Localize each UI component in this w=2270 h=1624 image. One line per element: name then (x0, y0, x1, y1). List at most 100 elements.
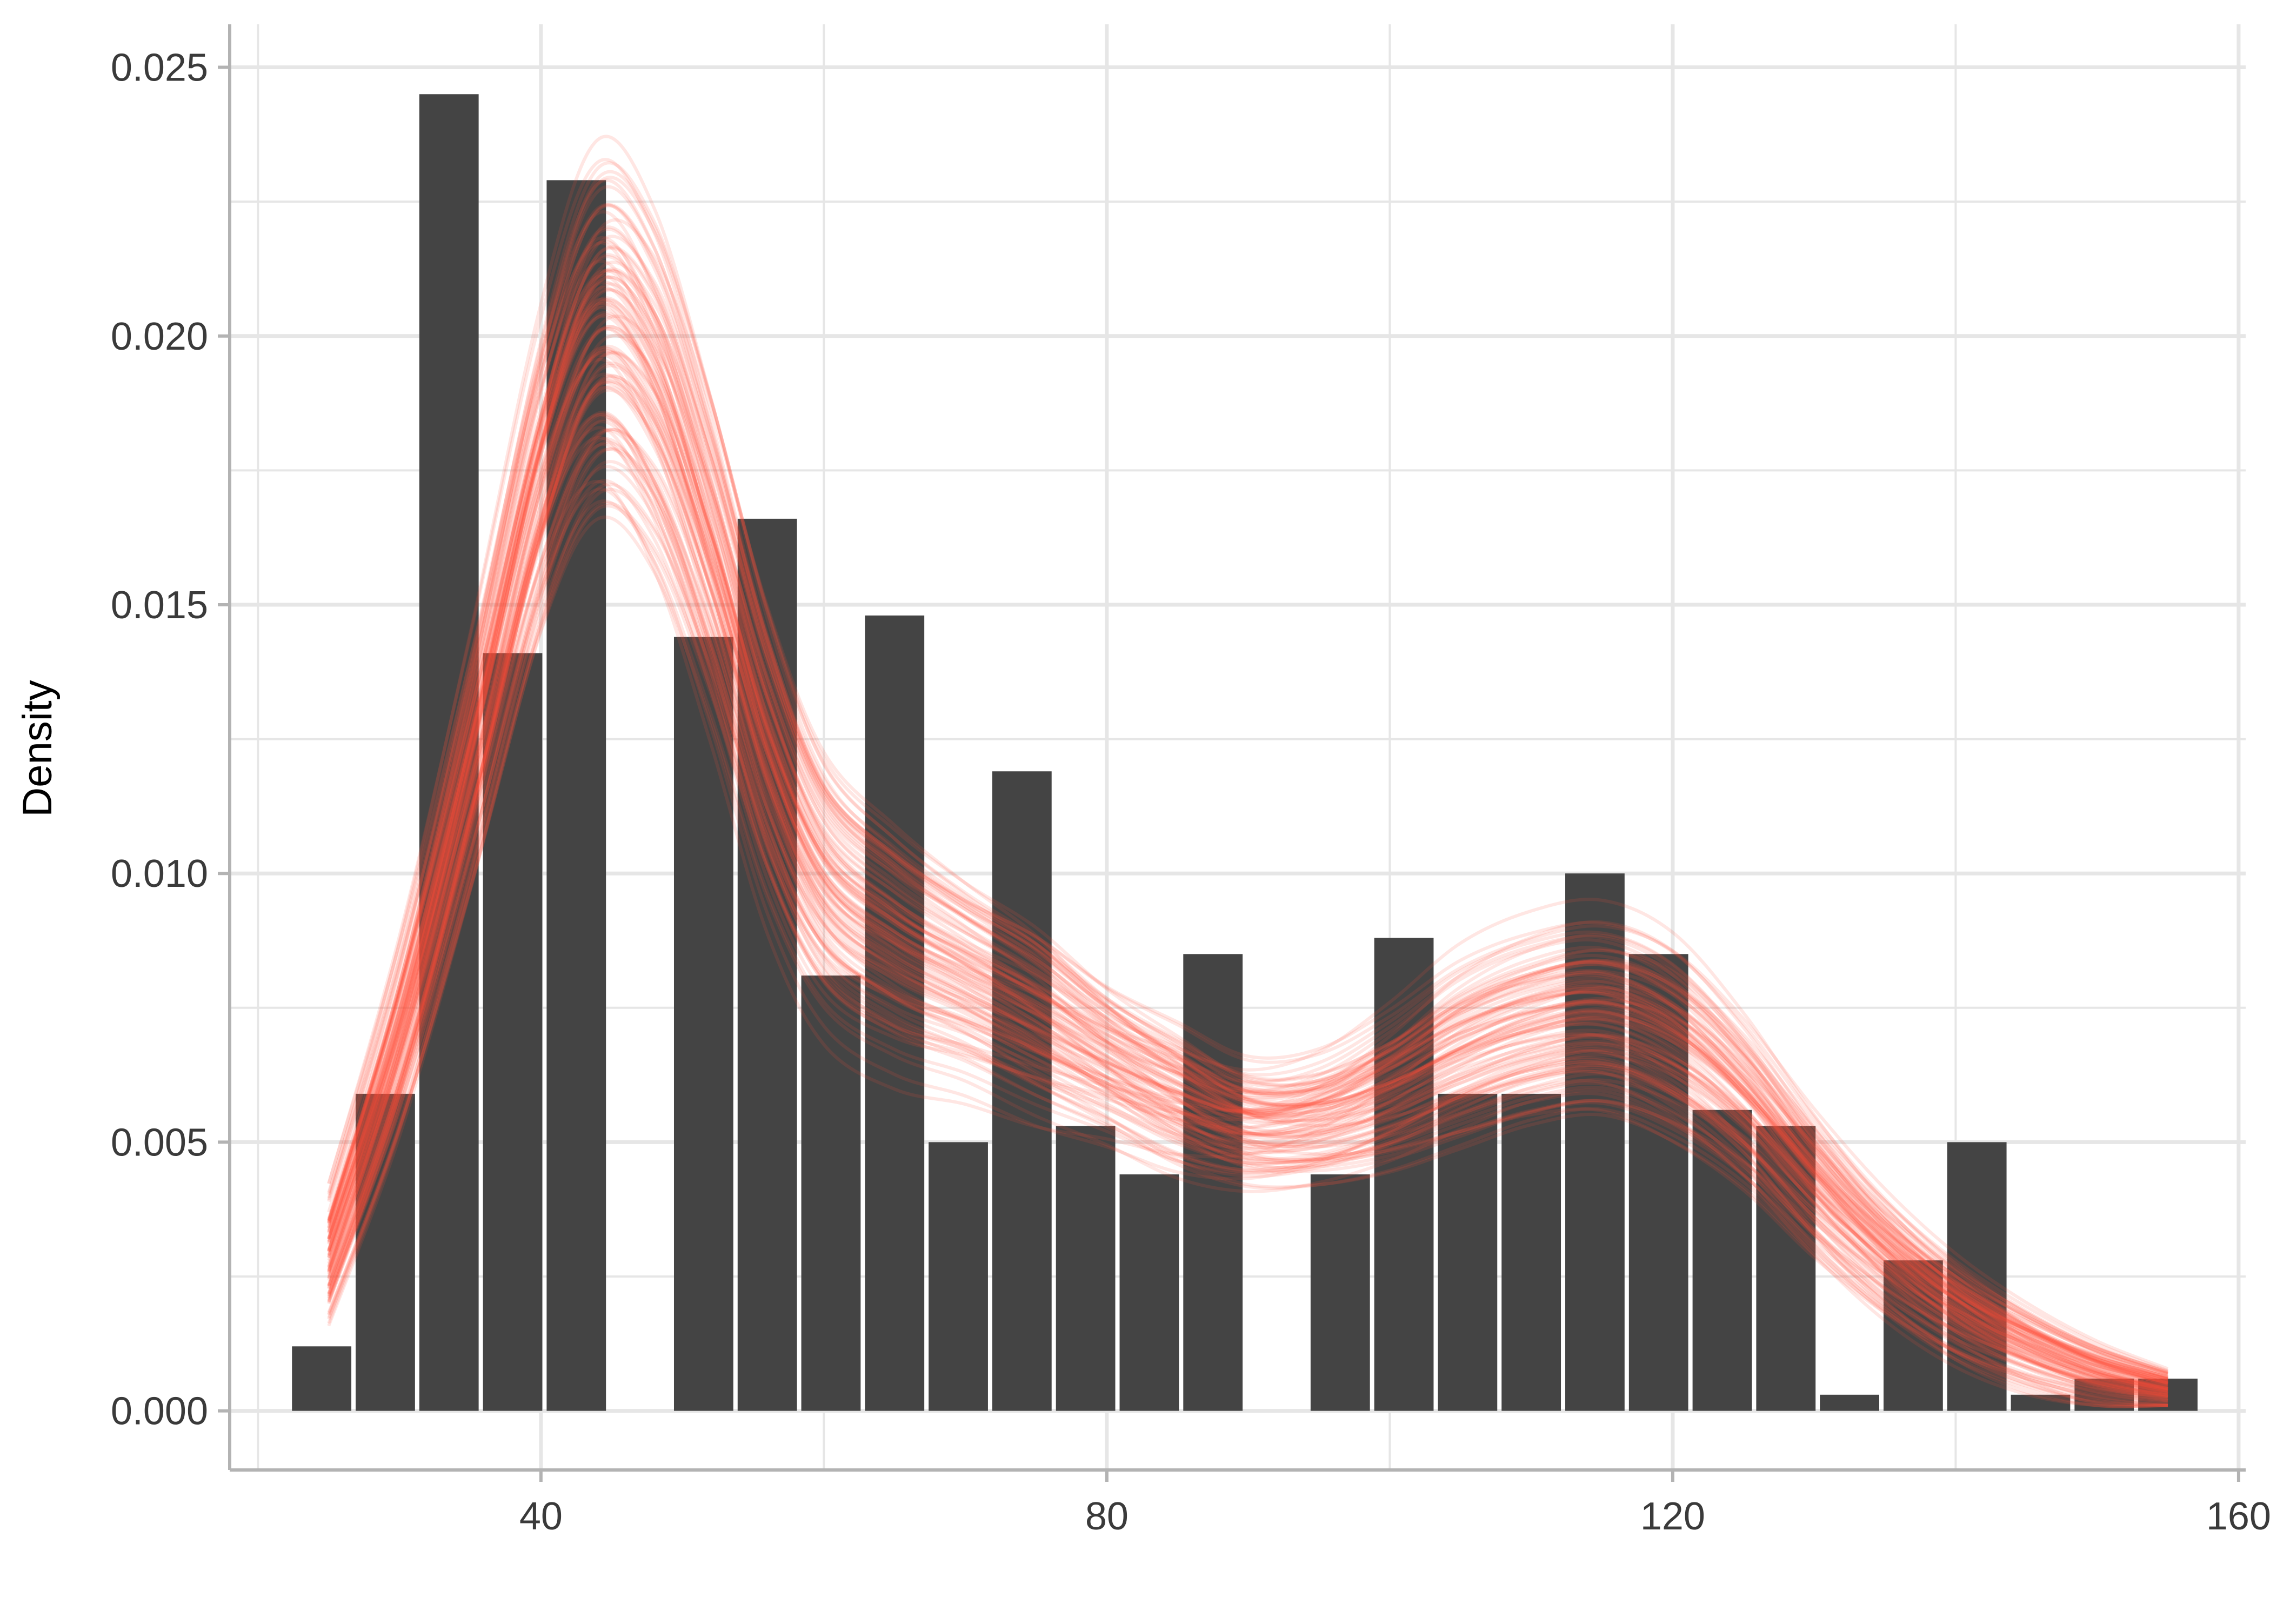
histogram-bar (801, 975, 861, 1411)
density-curve (327, 185, 2168, 1385)
density-curve (327, 447, 2168, 1393)
density-curve (327, 515, 2168, 1408)
density-curve (327, 245, 2168, 1376)
density-curve (327, 246, 2168, 1381)
density-curve (327, 443, 2168, 1407)
density-curve (327, 385, 2168, 1400)
density-curve (327, 428, 2168, 1395)
histogram-bar (2011, 1394, 2071, 1411)
density-curve (327, 135, 2168, 1381)
y-axis-title: Density (15, 680, 61, 817)
density-curve (327, 218, 2168, 1376)
density-curve (327, 236, 2168, 1386)
histogram-bar (1692, 1110, 1752, 1411)
density-curve (327, 274, 2168, 1397)
x-tick-label: 120 (1640, 1495, 1705, 1538)
y-tick-label: 0.000 (111, 1390, 208, 1433)
density-curve (327, 299, 2168, 1383)
density-curve (327, 158, 2168, 1374)
density-curve (327, 228, 2168, 1379)
density-curve (327, 372, 2168, 1407)
density-curve (327, 311, 2168, 1389)
density-curve (327, 381, 2169, 1380)
density-curve (327, 276, 2168, 1399)
density-curve (327, 380, 2168, 1386)
density-curve (327, 203, 2169, 1371)
density-curve (327, 411, 2168, 1399)
density-curve (327, 260, 2168, 1379)
density-curve (327, 479, 2168, 1408)
density-curve (327, 504, 2168, 1402)
density-curve (327, 288, 2168, 1377)
density-curve (327, 275, 2169, 1373)
density-curve (327, 413, 2168, 1402)
density-curve (327, 288, 2168, 1391)
density-curve (327, 325, 2168, 1390)
density-curve (327, 487, 2168, 1394)
density-curve (327, 344, 2168, 1393)
density-curve (327, 325, 2168, 1392)
density-curve (327, 347, 2168, 1385)
density-curve (327, 388, 2168, 1385)
density-curve (327, 280, 2168, 1385)
histogram-bar (1119, 1174, 1179, 1411)
density-curve (327, 285, 2168, 1387)
histogram-bar (1056, 1126, 1116, 1411)
histogram-bar (2138, 1378, 2198, 1411)
density-curve (327, 499, 2168, 1407)
density-curves (327, 135, 2169, 1408)
histogram-bar (992, 771, 1052, 1411)
density-curve (327, 379, 2168, 1403)
density-curve (327, 353, 2168, 1400)
density-curve (327, 303, 2168, 1380)
density-curve (327, 235, 2168, 1375)
density-curve (327, 417, 2168, 1386)
density-curve (327, 241, 2168, 1385)
density-curve (327, 375, 2169, 1376)
histogram-bar (483, 653, 543, 1411)
density-curve (327, 346, 2168, 1392)
density-curve (327, 426, 2168, 1395)
density-curve (327, 483, 2168, 1406)
y-tick-label: 0.015 (111, 584, 208, 627)
y-axis-ticks: 0.000 0.005 0.010 0.015 0.020 0.025 (111, 46, 230, 1433)
histogram-bar (1438, 1093, 1498, 1411)
density-curve (327, 239, 2168, 1389)
density-curve (327, 420, 2168, 1405)
density-curve (327, 364, 2168, 1391)
density-curve (327, 373, 2168, 1395)
density-curve (327, 268, 2168, 1380)
histogram-bar (546, 180, 606, 1411)
histogram-bar (1820, 1394, 1879, 1411)
density-curve (327, 327, 2168, 1395)
x-tick-label: 40 (519, 1495, 563, 1538)
density-curve (327, 487, 2168, 1408)
histogram-bar (1501, 1093, 1561, 1411)
x-tick-label: 80 (1085, 1495, 1129, 1538)
density-curve (327, 267, 2168, 1380)
density-curve (327, 259, 2168, 1392)
histogram-bar (1756, 1126, 1816, 1411)
density-curve (327, 315, 2168, 1384)
histogram-bar (1310, 1174, 1370, 1411)
density-curve (327, 460, 2168, 1405)
density-curve (327, 204, 2168, 1375)
density-curve (327, 161, 2168, 1378)
histogram-bar (292, 1346, 352, 1411)
density-curve (327, 429, 2168, 1391)
density-curve (327, 225, 2168, 1374)
y-tick-label: 0.025 (111, 46, 208, 90)
density-curve (327, 362, 2168, 1381)
density-curve (327, 178, 2168, 1384)
axes (228, 24, 2246, 1472)
density-curve (327, 440, 2168, 1401)
y-tick-label: 0.005 (111, 1121, 208, 1164)
density-curve (327, 302, 2168, 1398)
y-tick-label: 0.010 (111, 852, 208, 895)
density-curve (327, 351, 2168, 1393)
density-curve (327, 349, 2168, 1402)
density-curve (327, 170, 2168, 1381)
density-curve (327, 313, 2168, 1391)
y-tick-label: 0.020 (111, 315, 208, 358)
density-curve (327, 350, 2168, 1398)
